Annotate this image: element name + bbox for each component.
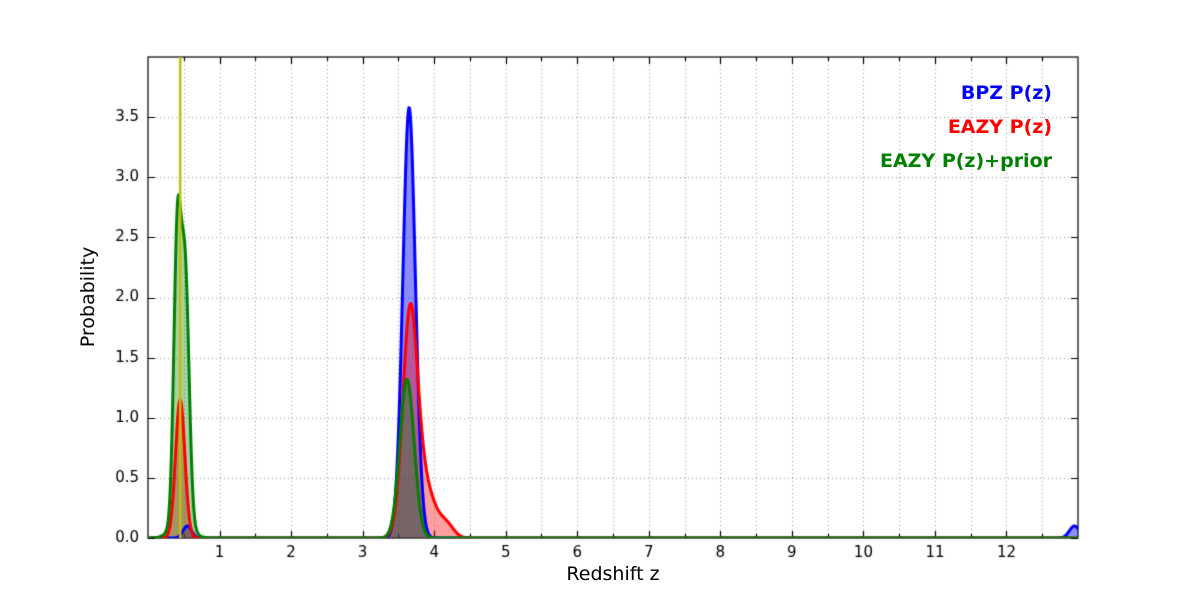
y-axis-label: Probability	[77, 246, 99, 348]
legend-item-eazy-prior: EAZY P(z)+prior	[879, 150, 1052, 172]
legend-item-eazy: EAZY P(z)	[947, 116, 1052, 138]
legend-item-bpz: BPZ P(z)	[960, 82, 1052, 104]
legend: BPZ P(z) EAZY P(z) EAZY P(z)+prior	[880, 76, 1052, 178]
x-axis-label: Redshift z	[566, 563, 660, 585]
